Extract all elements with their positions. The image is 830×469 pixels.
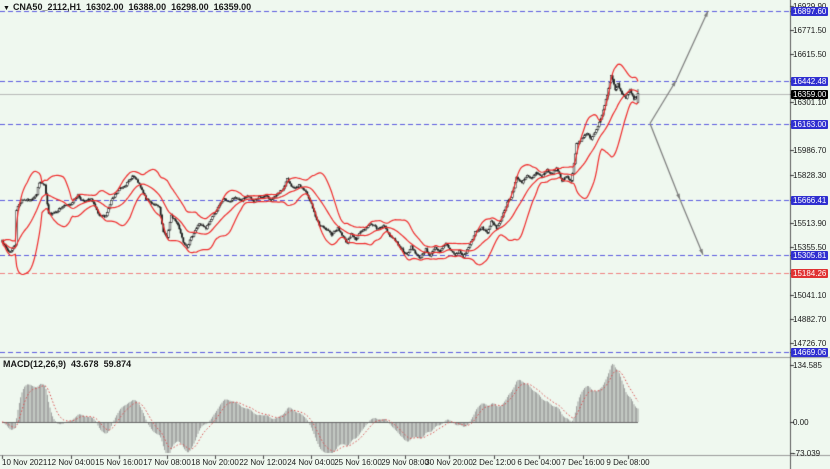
time-axis-label: 12 Nov 04:00 [47,458,95,467]
price-axis-label: 15355.50 [793,243,827,252]
price-axis-label: 14669.06 [791,348,829,357]
ohlc-low: 16298.00 [171,2,209,12]
current-price-label: 16359.00 [791,90,829,99]
ohlc-close: 16359.00 [213,2,252,12]
macd-axis-label: 134.585 [793,361,822,370]
symbol-timeframe-label: CNA50_2112,H1 [12,2,81,12]
price-axis-label: 15986.70 [793,146,827,155]
time-axis-label: 22 Nov 12:00 [239,458,287,467]
price-axis-label: 16442.48 [791,77,829,86]
price-axis-label: 14882.70 [793,315,827,324]
price-axis-label: 16301.10 [793,98,827,107]
macd-value-main: 43.678 [71,359,99,369]
price-axis-label: 15828.30 [793,171,827,180]
price-axis-label: 16163.00 [791,120,829,129]
price-axis-label: 16897.60 [791,7,829,16]
price-axis-label: 15513.90 [793,219,827,228]
time-axis-label: 9 Dec 08:00 [606,458,650,467]
macd-indicator-label: MACD(12,26,9) 43.678 59.874 [3,359,131,369]
macd-axis-label: -73.039 [793,449,821,458]
price-axis-label: 15305.81 [791,251,829,260]
time-axis-label: 15 Nov 16:00 [95,458,143,467]
time-axis-label: 24 Nov 04:00 [287,458,335,467]
ohlc-open: 16302.00 [85,2,124,12]
symbol-dropdown-icon[interactable]: ▼ [3,5,10,12]
price-axis-label: 15184.26 [791,269,829,278]
price-axis-label: 16929.90 [793,2,826,11]
macd-axis-label: 0.00 [793,418,809,427]
price-axis-label: 15041.10 [793,291,827,300]
time-axis-label: 10 Nov 2021 [2,458,48,467]
price-axis-label: 14726.70 [793,339,827,348]
price-axis-label: 16615.50 [793,50,827,59]
time-axis-label: 30 Nov 20:00 [425,458,473,467]
time-axis-label: 6 Dec 04:00 [517,458,561,467]
macd-name: MACD(12,26,9) [3,359,67,369]
time-axis-label: 17 Nov 08:00 [143,458,191,467]
chart-title: ▼ CNA50_2112,H1 16302.00 16388.00 16298.00 16… [3,2,251,12]
macd-value-signal: 59.874 [103,359,132,369]
time-axis-label: 18 Nov 20:00 [191,458,239,467]
time-axis-label: 7 Dec 16:00 [561,458,605,467]
ohlc-high: 16388.00 [128,2,167,12]
price-axis-label: 16771.50 [793,26,827,35]
time-axis-label: 29 Nov 08:00 [381,458,429,467]
time-axis-label: 2 Dec 12:00 [472,458,516,467]
time-axis-label: 25 Nov 16:00 [334,458,382,467]
price-axis-label: 15666.41 [791,196,829,205]
